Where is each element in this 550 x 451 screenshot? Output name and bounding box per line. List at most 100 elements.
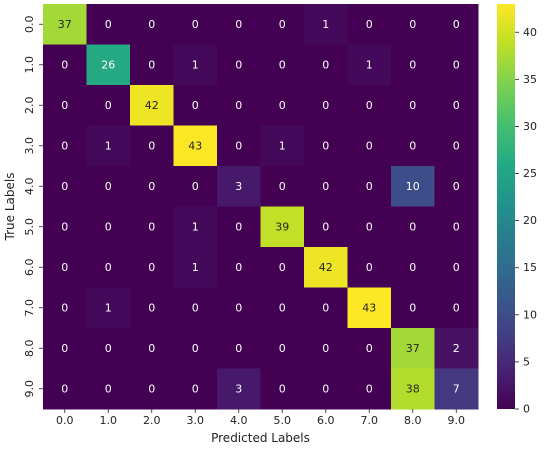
cell-value-r5-c6: 0 <box>322 220 329 233</box>
heatmap-cell-r8-c8 <box>391 328 435 369</box>
cell-value-r6-c2: 0 <box>148 261 155 274</box>
cell-value-r7-c8: 0 <box>409 301 416 314</box>
colorbar: 0 5 10 15 20 25 30 35 40 <box>497 4 537 416</box>
colorbar-tick-label-2: 10 <box>523 308 537 321</box>
cell-value-r0-c4: 0 <box>235 18 242 31</box>
cell-value-r9-c4: 3 <box>235 382 242 395</box>
heatmap-cell-r6-c0 <box>43 247 87 288</box>
heatmap-cell-r3-c6 <box>304 125 348 167</box>
cell-value-r2-c6: 0 <box>322 99 329 112</box>
heatmap-cell-r8-c5 <box>260 328 305 369</box>
heatmap-cell-r6-c8 <box>391 247 435 288</box>
heatmap-cell-r8-c7 <box>347 328 392 369</box>
cell-value-r3-c8: 0 <box>409 139 416 152</box>
cell-value-r6-c5: 0 <box>279 261 286 274</box>
heatmap-cell-r6-c1 <box>86 247 131 288</box>
cell-value-r4-c0: 0 <box>61 180 68 193</box>
heatmap-cell-r7-c3 <box>173 287 218 329</box>
y-tick-label-6: 6.0 <box>23 259 36 277</box>
heatmap-cell-r9-c6 <box>304 368 348 410</box>
cell-value-r1-c6: 0 <box>322 58 329 71</box>
heatmap-cell-r7-c0 <box>43 287 87 329</box>
heatmap-cell-r5-c2 <box>130 206 174 248</box>
cell-value-r8-c6: 0 <box>322 342 329 355</box>
heatmap-cell-r3-c7 <box>347 125 392 167</box>
cell-value-r1-c2: 0 <box>148 58 155 71</box>
x-tick-label-3: 3.0 <box>187 414 205 427</box>
cell-value-r7-c6: 0 <box>322 301 329 314</box>
x-tick-label-9: 9.0 <box>448 414 466 427</box>
heatmap-cell-r5-c4 <box>217 206 261 248</box>
cell-value-r7-c2: 0 <box>148 301 155 314</box>
heatmap-cell-r7-c5 <box>260 287 305 329</box>
cell-value-r2-c9: 0 <box>453 99 460 112</box>
cell-value-r7-c1: 1 <box>105 301 112 314</box>
heatmap-cell-r4-c0 <box>43 166 87 207</box>
y-axis-label: True Labels <box>3 173 17 242</box>
cell-value-r8-c4: 0 <box>235 342 242 355</box>
cell-value-r6-c9: 0 <box>453 261 460 274</box>
cell-value-r1-c1: 26 <box>101 58 115 71</box>
cell-value-r6-c6: 42 <box>319 261 333 274</box>
heatmap-cells <box>43 4 479 410</box>
cell-value-r0-c1: 0 <box>105 18 112 31</box>
cell-value-r9-c3: 0 <box>192 382 199 395</box>
cell-value-r8-c8: 37 <box>406 342 420 355</box>
heatmap-cell-r7-c1 <box>86 287 131 329</box>
heatmap-cell-r2-c1 <box>86 85 131 126</box>
x-tick-label-1: 1.0 <box>100 414 118 427</box>
heatmap-cell-r1-c0 <box>43 44 87 86</box>
heatmap-cell-r3-c4 <box>217 125 261 167</box>
cell-value-r4-c7: 0 <box>366 180 373 193</box>
cell-value-r8-c9: 2 <box>453 342 460 355</box>
x-tick-label-0: 0.0 <box>56 414 74 427</box>
cell-value-r9-c8: 38 <box>406 382 420 395</box>
cell-value-r8-c2: 0 <box>148 342 155 355</box>
heatmap-cell-r6-c5 <box>260 247 305 288</box>
heatmap-cell-r2-c6 <box>304 85 348 126</box>
y-tick-label-3: 3.0 <box>23 137 36 155</box>
heatmap-cell-r8-c4 <box>217 328 261 369</box>
heatmap-cell-r3-c3 <box>173 125 218 167</box>
cell-value-r8-c3: 0 <box>192 342 199 355</box>
cell-value-r1-c4: 0 <box>235 58 242 71</box>
cell-value-r4-c9: 0 <box>453 180 460 193</box>
heatmap-cell-r1-c9 <box>434 44 479 86</box>
heatmap-cell-r7-c7 <box>347 287 392 329</box>
heatmap-cell-r1-c4 <box>217 44 261 86</box>
heatmap-cell-r4-c1 <box>86 166 131 207</box>
heatmap-cell-r4-c4 <box>217 166 261 207</box>
cell-value-r3-c3: 43 <box>188 139 202 152</box>
heatmap-cell-r0-c8 <box>391 4 435 45</box>
heatmap-cell-r3-c2 <box>130 125 174 167</box>
heatmap-cell-r6-c3 <box>173 247 218 288</box>
cell-value-r3-c2: 0 <box>148 139 155 152</box>
cell-value-r4-c5: 0 <box>279 180 286 193</box>
cell-value-r2-c5: 0 <box>279 99 286 112</box>
heatmap-cell-r2-c2 <box>130 85 174 126</box>
heatmap-cell-r0-c9 <box>434 4 479 45</box>
cell-value-r0-c6: 1 <box>322 18 329 31</box>
y-tick-label-9: 9.0 <box>23 380 36 398</box>
cell-value-r2-c2: 42 <box>145 99 159 112</box>
cell-value-r8-c1: 0 <box>105 342 112 355</box>
cell-value-r4-c8: 10 <box>406 180 420 193</box>
cell-value-r2-c4: 0 <box>235 99 242 112</box>
cell-value-r3-c0: 0 <box>61 139 68 152</box>
heatmap-cell-r2-c9 <box>434 85 479 126</box>
heatmap-cell-r2-c7 <box>347 85 392 126</box>
heatmap-cell-r2-c8 <box>391 85 435 126</box>
heatmap-cell-r4-c2 <box>130 166 174 207</box>
cell-value-r1-c8: 0 <box>409 58 416 71</box>
colorbar-tick-label-4: 20 <box>523 214 537 227</box>
heatmap-cell-r7-c2 <box>130 287 174 329</box>
cell-value-r1-c9: 0 <box>453 58 460 71</box>
cell-value-r1-c0: 0 <box>61 58 68 71</box>
cell-value-r7-c5: 0 <box>279 301 286 314</box>
cell-value-r9-c2: 0 <box>148 382 155 395</box>
x-axis-label: Predicted Labels <box>211 431 310 445</box>
heatmap-cell-r0-c5 <box>260 4 305 45</box>
cell-value-r4-c4: 3 <box>235 180 242 193</box>
cell-value-r7-c9: 0 <box>453 301 460 314</box>
